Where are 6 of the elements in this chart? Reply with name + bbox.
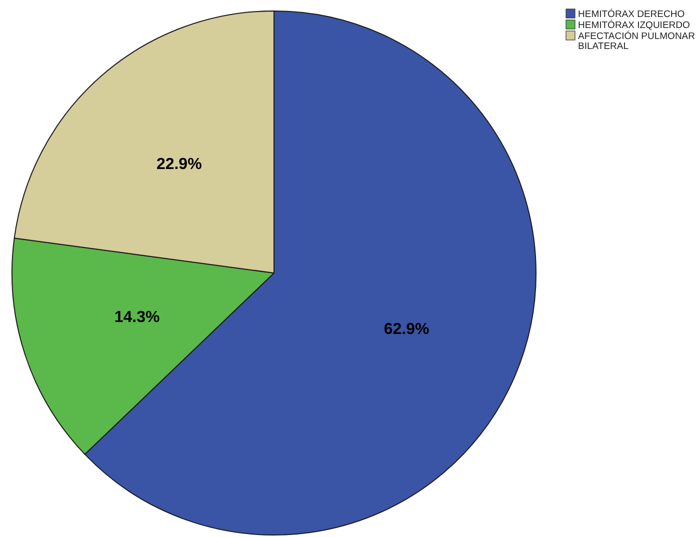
data-label: 14.3% [114, 309, 160, 326]
legend-label: HEMITÓRAX IZQUIERDO [578, 19, 690, 31]
data-label: 22.9% [156, 156, 202, 174]
data-label: 62.9% [384, 321, 430, 338]
legend-label: HEMITÓRAX DERECHO [578, 8, 685, 20]
legend-label: AFECTACIÓN PULMONAR BILATERAL [578, 30, 696, 52]
